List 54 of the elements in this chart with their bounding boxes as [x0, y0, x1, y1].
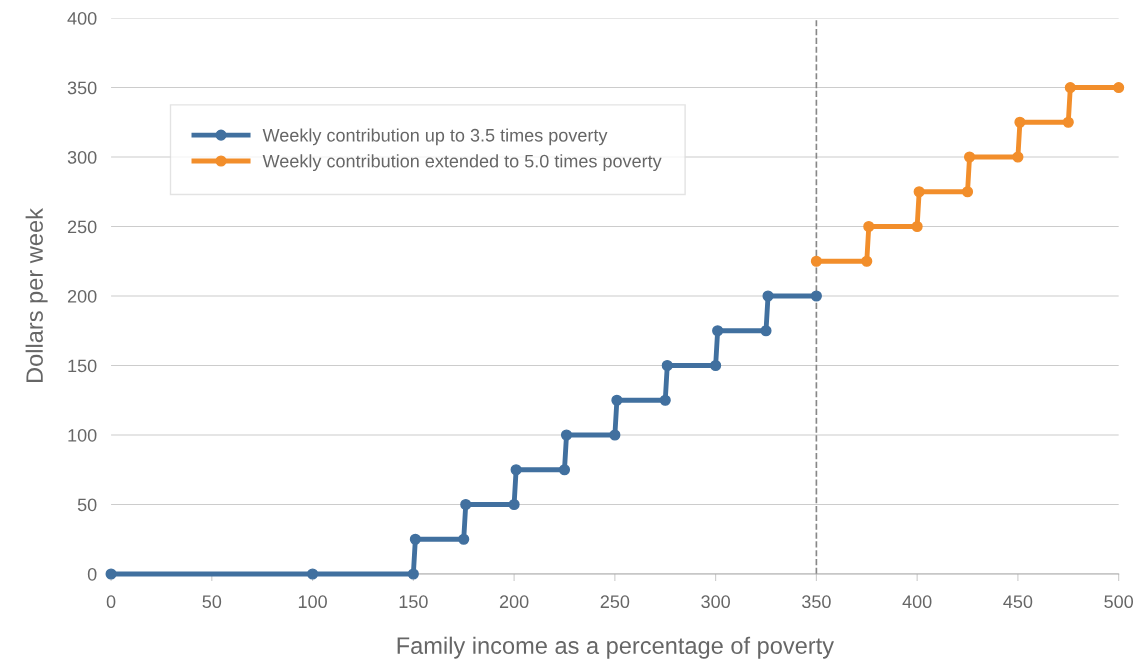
y-tick-label: 150	[68, 359, 97, 373]
point	[863, 220, 875, 233]
y-tick-label: 100	[68, 428, 97, 442]
point	[609, 429, 621, 441]
point	[963, 151, 976, 163]
point	[1113, 81, 1125, 94]
y-tick-label: 400	[67, 12, 97, 25]
x-tick-label: 0	[106, 595, 116, 609]
point	[558, 464, 571, 476]
legend-label: Weekly contribution extended to 5.0 times poverty	[262, 154, 662, 172]
x-tick-label: 150	[399, 595, 428, 609]
y-tick-label: 300	[67, 150, 97, 164]
point	[861, 255, 873, 267]
point	[611, 394, 623, 406]
x-tick-label: 250	[600, 595, 630, 609]
point	[510, 464, 522, 476]
x-tick-label: 200	[499, 595, 529, 609]
x-tick-label: 350	[802, 595, 831, 609]
x-tick-label: 50	[202, 595, 222, 609]
point	[458, 533, 470, 545]
point	[760, 325, 772, 337]
y-axis-title: Dollars per week	[25, 208, 48, 383]
x-tick-label: 500	[1104, 595, 1134, 609]
y-tick-label: 250	[67, 220, 97, 234]
point	[1014, 116, 1026, 128]
legend-label: Weekly contribution up to 3.5 times poverty	[262, 128, 608, 146]
point	[659, 394, 671, 406]
point	[1062, 116, 1074, 128]
x-axis-title: Family income as a percentage of poverty	[397, 636, 834, 659]
point	[913, 186, 925, 198]
point	[1064, 81, 1076, 94]
point	[710, 359, 722, 372]
x-tick-label: 100	[298, 595, 327, 609]
point	[560, 429, 573, 441]
point	[712, 325, 724, 337]
x-tick-label: 450	[1003, 595, 1033, 609]
point	[307, 568, 319, 580]
y-tick-label: 0	[87, 567, 97, 581]
y-tick-label: 50	[77, 498, 97, 512]
point	[407, 568, 419, 580]
x-tick-label: 400	[902, 595, 932, 609]
point	[460, 498, 472, 511]
point	[810, 255, 822, 267]
point	[508, 498, 520, 511]
point	[810, 290, 822, 302]
point	[762, 290, 774, 302]
point	[911, 220, 923, 233]
y-tick-label: 200	[67, 289, 97, 303]
x-tick-label: 300	[701, 595, 730, 609]
point	[409, 533, 421, 545]
point	[1012, 151, 1024, 163]
point	[961, 186, 974, 198]
y-tick-label: 350	[67, 81, 97, 95]
point	[661, 359, 673, 372]
